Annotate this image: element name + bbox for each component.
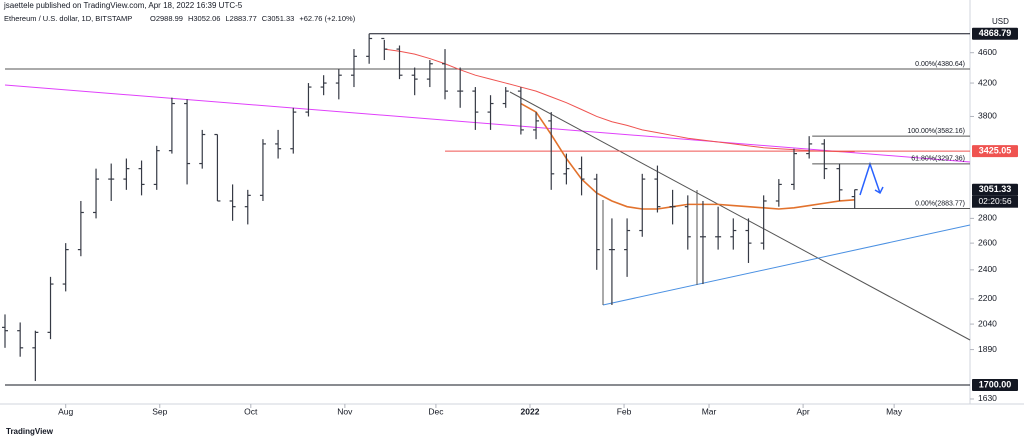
price-label-box <box>972 183 1018 196</box>
fib-label: 61.80%(3297.36) <box>911 156 965 163</box>
x-tick-label: Nov <box>337 406 353 416</box>
y-tick-label: 1630 <box>978 393 997 403</box>
x-tick-label: Mar <box>702 406 717 416</box>
price-label-box <box>972 145 1018 158</box>
black-trendline <box>509 91 971 341</box>
price-label-box <box>972 378 1018 391</box>
price-label: 3425.05 <box>979 146 1012 156</box>
x-tick-label: Apr <box>796 406 809 416</box>
legend-value: O2988.99 <box>150 14 183 23</box>
x-tick-label: May <box>886 406 903 416</box>
countdown-box <box>972 195 1018 208</box>
legend-value: L2883.77 <box>225 14 256 23</box>
legend-value: +62.76 (+2.10%) <box>299 14 355 23</box>
blue-trendline <box>602 224 971 306</box>
moving-average <box>384 48 855 153</box>
fib-label: 0.00%(2883.77) <box>915 200 965 207</box>
y-tick-label: 2040 <box>978 318 997 328</box>
x-tick-label: Sep <box>152 406 167 416</box>
footer-logo: TradingView <box>6 427 54 436</box>
y-tick-label: 4600 <box>978 47 997 57</box>
y-tick-label: 3800 <box>978 111 997 121</box>
arrow-head <box>874 186 884 195</box>
header: jsaettele published on TradingView.com, … <box>3 1 243 10</box>
x-tick-label: Oct <box>244 406 258 416</box>
x-tick-label: Dec <box>428 406 444 416</box>
y-tick-label: 4200 <box>978 77 997 87</box>
countdown: 02:20:56 <box>978 196 1011 206</box>
y-tick-label: 2800 <box>978 213 997 223</box>
currency: USD <box>992 17 1009 26</box>
legend-value: C3051.33 <box>262 14 295 23</box>
plot: O2988.99 H3052.06 L2883.77 C3051.33 +62.76 (… <box>2 14 1018 416</box>
legend-value: H3052.06 <box>188 14 221 23</box>
x-tick-label: Feb <box>617 406 632 416</box>
price-label: 4868.79 <box>979 28 1012 38</box>
x-tick-label: 2022 <box>521 406 540 416</box>
y-tick-label: 2200 <box>978 293 997 303</box>
fib-label: 100.00%(3582.16) <box>907 128 965 135</box>
price-label-box <box>972 27 1018 40</box>
x-tick-label: Aug <box>58 406 73 416</box>
fib-label: 0.00%(4380.64) <box>915 61 965 68</box>
price-label: 1700.00 <box>979 379 1012 389</box>
y-tick-label: 1890 <box>978 344 997 354</box>
y-tick-label: 2600 <box>978 237 997 247</box>
price-label: 3051.33 <box>979 184 1012 194</box>
symbol: Ethereum / U.S. dollar, 1D, BITSTAMP <box>4 14 132 23</box>
y-tick-label: 2400 <box>978 264 997 274</box>
